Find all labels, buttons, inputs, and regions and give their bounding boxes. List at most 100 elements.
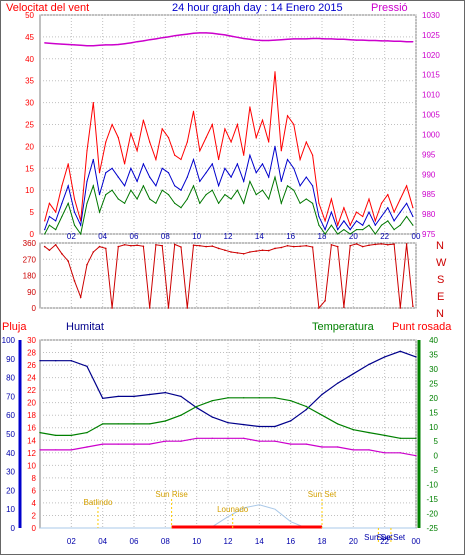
point-wind-avg (330, 211, 332, 213)
point-direction (324, 300, 326, 302)
point-wind-low (243, 202, 245, 204)
point-wind-low (312, 202, 314, 204)
annotation-label: Lounado (217, 505, 249, 514)
point-humidity (384, 356, 386, 358)
point-wind-low (142, 185, 144, 187)
lower-x-tick-label: 20 (349, 537, 358, 546)
point-dewpoint (133, 443, 135, 445)
point-pressure (387, 40, 389, 42)
point-pressure (44, 42, 46, 44)
point-wind-low (205, 194, 207, 196)
point-wind-low (61, 215, 63, 218)
point-gust (299, 158, 301, 161)
point-wind-low (136, 198, 138, 200)
point-direction (217, 247, 220, 250)
point-temperature (39, 431, 41, 434)
point-pressure (318, 37, 320, 40)
point-wind-low (337, 233, 339, 235)
point-direction (336, 245, 339, 248)
point-pressure (243, 37, 245, 40)
pressure-y-tick-label: 1015 (422, 71, 440, 80)
point-wind-avg (236, 163, 238, 165)
point-gust (117, 137, 119, 139)
point-direction (224, 249, 226, 251)
point-pressure (111, 44, 113, 46)
temperature-y-tick-label: 30 (429, 365, 438, 374)
point-direction (123, 244, 126, 246)
point-gust (149, 141, 151, 143)
compass-n-top: N (436, 240, 444, 252)
temperature-y-tick-label: 15 (429, 408, 438, 417)
point-pressure (399, 40, 401, 42)
rain-y-tick-label: 2 (32, 511, 37, 520)
point-humidity (305, 408, 307, 411)
point-direction (405, 243, 408, 245)
point-direction (148, 307, 151, 309)
point-dewpoint (258, 440, 260, 442)
pressure-y-tick-label: 980 (422, 210, 436, 219)
point-temperature (274, 397, 276, 399)
point-gust (374, 220, 376, 222)
point-direction (92, 251, 95, 253)
humidity-y-tick-label: 100 (2, 336, 16, 345)
point-humidity (258, 425, 260, 428)
wind-axis-title: Velocitat del vent (6, 2, 89, 14)
point-humidity (149, 393, 151, 396)
point-direction (412, 305, 414, 308)
annotation-label: Batlindo (84, 498, 113, 507)
wind-y-tick-label: 15 (25, 164, 34, 173)
point-pressure (406, 41, 408, 43)
point-gust (218, 158, 220, 161)
point-wind-low (224, 194, 226, 196)
point-gust (98, 172, 101, 174)
point-direction (274, 247, 276, 250)
point-wind-avg (149, 176, 151, 178)
point-pressure (180, 34, 182, 36)
series-gust-line (44, 71, 414, 227)
point-gust (136, 150, 138, 152)
direction-y-tick-label: 0 (32, 304, 37, 313)
point-gust (142, 119, 144, 121)
point-wind-low (343, 229, 345, 231)
rain-y-tick-label: 0 (32, 524, 37, 533)
point-wind-low (186, 198, 188, 200)
point-temperature (290, 400, 292, 402)
point-humidity (86, 365, 88, 367)
point-gust (355, 211, 358, 213)
point-gust (362, 215, 364, 218)
point-direction (318, 307, 320, 309)
point-wind-low (362, 229, 364, 231)
point-wind-low (286, 185, 289, 187)
point-humidity (55, 360, 57, 362)
point-direction (105, 247, 107, 250)
pressure-y-tick-label: 1030 (422, 11, 440, 20)
point-wind-avg (136, 180, 138, 182)
point-pressure (312, 37, 314, 40)
point-gust (349, 224, 351, 226)
point-direction (387, 244, 389, 246)
rain-y-tick-label: 12 (27, 449, 36, 458)
point-pressure (380, 40, 383, 42)
point-direction (211, 245, 214, 247)
series-dewpoint-line (40, 437, 417, 457)
humidity-y-tick-label: 70 (6, 392, 15, 401)
point-temperature (337, 423, 339, 425)
point-gust (167, 137, 170, 139)
wind-y-tick-label: 40 (25, 55, 34, 64)
point-humidity (164, 391, 166, 394)
point-wind-avg (92, 158, 94, 161)
wind-y-tick-label: 30 (25, 99, 34, 108)
point-direction (330, 244, 333, 246)
point-gust (192, 110, 195, 112)
wind-y-tick-label: 10 (25, 186, 34, 195)
point-direction (249, 251, 251, 253)
point-wind-low (174, 202, 176, 204)
point-pressure (218, 33, 220, 35)
point-pressure (48, 42, 51, 44)
point-wind-avg (230, 176, 232, 178)
wind-x-tick-label: 18 (318, 232, 327, 241)
point-temperature (86, 431, 88, 434)
pressure-y-tick-label: 1000 (422, 130, 440, 139)
point-dewpoint (321, 446, 323, 448)
chart-title: 24 hour graph day : 14 Enero 2015 (172, 2, 343, 14)
